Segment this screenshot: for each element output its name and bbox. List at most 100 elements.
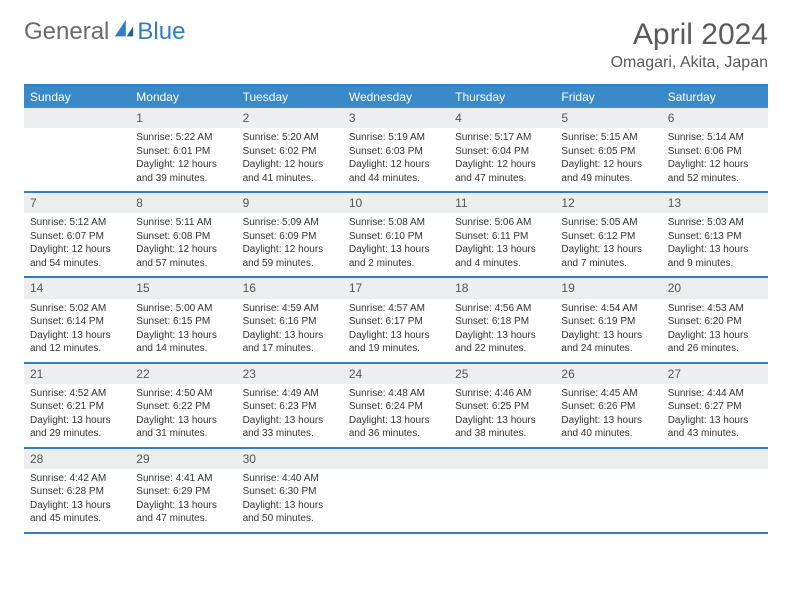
daylight-line-1: Daylight: 13 hours xyxy=(30,499,124,513)
sunrise-line: Sunrise: 5:14 AM xyxy=(668,131,762,145)
day-number: 11 xyxy=(449,193,555,213)
day-details: Sunrise: 4:42 AMSunset: 6:28 PMDaylight:… xyxy=(24,469,130,532)
sunset-line: Sunset: 6:26 PM xyxy=(561,400,655,414)
day-number xyxy=(555,449,661,469)
daylight-line-1: Daylight: 13 hours xyxy=(668,329,762,343)
day-details: Sunrise: 4:44 AMSunset: 6:27 PMDaylight:… xyxy=(662,384,768,447)
day-cell xyxy=(662,449,768,532)
day-details: Sunrise: 5:12 AMSunset: 6:07 PMDaylight:… xyxy=(24,213,130,276)
day-details: Sunrise: 4:53 AMSunset: 6:20 PMDaylight:… xyxy=(662,299,768,362)
calendar-grid: SundayMondayTuesdayWednesdayThursdayFrid… xyxy=(24,84,768,534)
daylight-line-2: and 45 minutes. xyxy=(30,512,124,526)
daylight-line-2: and 14 minutes. xyxy=(136,342,230,356)
day-cell: 30Sunrise: 4:40 AMSunset: 6:30 PMDayligh… xyxy=(237,449,343,532)
day-number: 13 xyxy=(662,193,768,213)
daylight-line-2: and 41 minutes. xyxy=(243,172,337,186)
weekday-header: Tuesday xyxy=(237,86,343,108)
sunset-line: Sunset: 6:12 PM xyxy=(561,230,655,244)
day-number: 24 xyxy=(343,364,449,384)
day-number: 4 xyxy=(449,108,555,128)
day-details: Sunrise: 4:49 AMSunset: 6:23 PMDaylight:… xyxy=(237,384,343,447)
weekday-header: Sunday xyxy=(24,86,130,108)
sunrise-line: Sunrise: 4:53 AM xyxy=(668,302,762,316)
daylight-line-1: Daylight: 13 hours xyxy=(243,414,337,428)
daylight-line-2: and 4 minutes. xyxy=(455,257,549,271)
day-details: Sunrise: 5:03 AMSunset: 6:13 PMDaylight:… xyxy=(662,213,768,276)
daylight-line-1: Daylight: 13 hours xyxy=(349,414,443,428)
day-details: Sunrise: 5:15 AMSunset: 6:05 PMDaylight:… xyxy=(555,128,661,191)
daylight-line-2: and 39 minutes. xyxy=(136,172,230,186)
sunrise-line: Sunrise: 5:05 AM xyxy=(561,216,655,230)
day-details: Sunrise: 5:00 AMSunset: 6:15 PMDaylight:… xyxy=(130,299,236,362)
daylight-line-2: and 59 minutes. xyxy=(243,257,337,271)
daylight-line-2: and 52 minutes. xyxy=(668,172,762,186)
week-row: 21Sunrise: 4:52 AMSunset: 6:21 PMDayligh… xyxy=(24,364,768,449)
month-title: April 2024 xyxy=(611,18,768,52)
sunrise-line: Sunrise: 5:11 AM xyxy=(136,216,230,230)
daylight-line-2: and 31 minutes. xyxy=(136,427,230,441)
day-cell: 8Sunrise: 5:11 AMSunset: 6:08 PMDaylight… xyxy=(130,193,236,276)
daylight-line-2: and 40 minutes. xyxy=(561,427,655,441)
daylight-line-1: Daylight: 12 hours xyxy=(243,243,337,257)
day-cell: 2Sunrise: 5:20 AMSunset: 6:02 PMDaylight… xyxy=(237,108,343,191)
daylight-line-2: and 54 minutes. xyxy=(30,257,124,271)
week-row: 1Sunrise: 5:22 AMSunset: 6:01 PMDaylight… xyxy=(24,108,768,193)
day-details: Sunrise: 4:50 AMSunset: 6:22 PMDaylight:… xyxy=(130,384,236,447)
daylight-line-2: and 29 minutes. xyxy=(30,427,124,441)
sunset-line: Sunset: 6:27 PM xyxy=(668,400,762,414)
sunset-line: Sunset: 6:08 PM xyxy=(136,230,230,244)
day-details: Sunrise: 4:40 AMSunset: 6:30 PMDaylight:… xyxy=(237,469,343,532)
sunrise-line: Sunrise: 5:12 AM xyxy=(30,216,124,230)
day-cell: 7Sunrise: 5:12 AMSunset: 6:07 PMDaylight… xyxy=(24,193,130,276)
day-details: Sunrise: 5:17 AMSunset: 6:04 PMDaylight:… xyxy=(449,128,555,191)
sunset-line: Sunset: 6:29 PM xyxy=(136,485,230,499)
weekday-header: Friday xyxy=(555,86,661,108)
header: General Blue April 2024 Omagari, Akita, … xyxy=(24,18,768,72)
day-cell: 11Sunrise: 5:06 AMSunset: 6:11 PMDayligh… xyxy=(449,193,555,276)
daylight-line-1: Daylight: 13 hours xyxy=(561,329,655,343)
weeks-container: 1Sunrise: 5:22 AMSunset: 6:01 PMDaylight… xyxy=(24,108,768,534)
day-details: Sunrise: 5:06 AMSunset: 6:11 PMDaylight:… xyxy=(449,213,555,276)
sunset-line: Sunset: 6:21 PM xyxy=(30,400,124,414)
day-number: 7 xyxy=(24,193,130,213)
day-details: Sunrise: 5:22 AMSunset: 6:01 PMDaylight:… xyxy=(130,128,236,191)
day-number: 20 xyxy=(662,278,768,298)
sunset-line: Sunset: 6:10 PM xyxy=(349,230,443,244)
day-details: Sunrise: 5:09 AMSunset: 6:09 PMDaylight:… xyxy=(237,213,343,276)
daylight-line-2: and 50 minutes. xyxy=(243,512,337,526)
daylight-line-2: and 12 minutes. xyxy=(30,342,124,356)
sunset-line: Sunset: 6:09 PM xyxy=(243,230,337,244)
day-details: Sunrise: 5:02 AMSunset: 6:14 PMDaylight:… xyxy=(24,299,130,362)
day-cell: 1Sunrise: 5:22 AMSunset: 6:01 PMDaylight… xyxy=(130,108,236,191)
logo-text-general: General xyxy=(24,18,109,46)
sunset-line: Sunset: 6:30 PM xyxy=(243,485,337,499)
week-row: 14Sunrise: 5:02 AMSunset: 6:14 PMDayligh… xyxy=(24,278,768,363)
day-cell: 4Sunrise: 5:17 AMSunset: 6:04 PMDaylight… xyxy=(449,108,555,191)
day-number: 2 xyxy=(237,108,343,128)
sunset-line: Sunset: 6:04 PM xyxy=(455,145,549,159)
sunset-line: Sunset: 6:20 PM xyxy=(668,315,762,329)
sunset-line: Sunset: 6:22 PM xyxy=(136,400,230,414)
logo: General Blue xyxy=(24,18,185,46)
day-details: Sunrise: 4:59 AMSunset: 6:16 PMDaylight:… xyxy=(237,299,343,362)
day-number: 12 xyxy=(555,193,661,213)
daylight-line-2: and 22 minutes. xyxy=(455,342,549,356)
sunset-line: Sunset: 6:06 PM xyxy=(668,145,762,159)
day-cell: 6Sunrise: 5:14 AMSunset: 6:06 PMDaylight… xyxy=(662,108,768,191)
sunrise-line: Sunrise: 4:52 AM xyxy=(30,387,124,401)
sunset-line: Sunset: 6:05 PM xyxy=(561,145,655,159)
sunrise-line: Sunrise: 5:19 AM xyxy=(349,131,443,145)
daylight-line-1: Daylight: 13 hours xyxy=(455,243,549,257)
sunrise-line: Sunrise: 4:50 AM xyxy=(136,387,230,401)
daylight-line-1: Daylight: 12 hours xyxy=(243,158,337,172)
sunrise-line: Sunrise: 4:46 AM xyxy=(455,387,549,401)
day-details: Sunrise: 4:41 AMSunset: 6:29 PMDaylight:… xyxy=(130,469,236,532)
daylight-line-1: Daylight: 12 hours xyxy=(561,158,655,172)
daylight-line-1: Daylight: 12 hours xyxy=(136,243,230,257)
sunset-line: Sunset: 6:01 PM xyxy=(136,145,230,159)
day-cell: 24Sunrise: 4:48 AMSunset: 6:24 PMDayligh… xyxy=(343,364,449,447)
daylight-line-1: Daylight: 12 hours xyxy=(349,158,443,172)
daylight-line-1: Daylight: 13 hours xyxy=(455,329,549,343)
logo-text-blue: Blue xyxy=(137,18,185,46)
daylight-line-1: Daylight: 12 hours xyxy=(455,158,549,172)
